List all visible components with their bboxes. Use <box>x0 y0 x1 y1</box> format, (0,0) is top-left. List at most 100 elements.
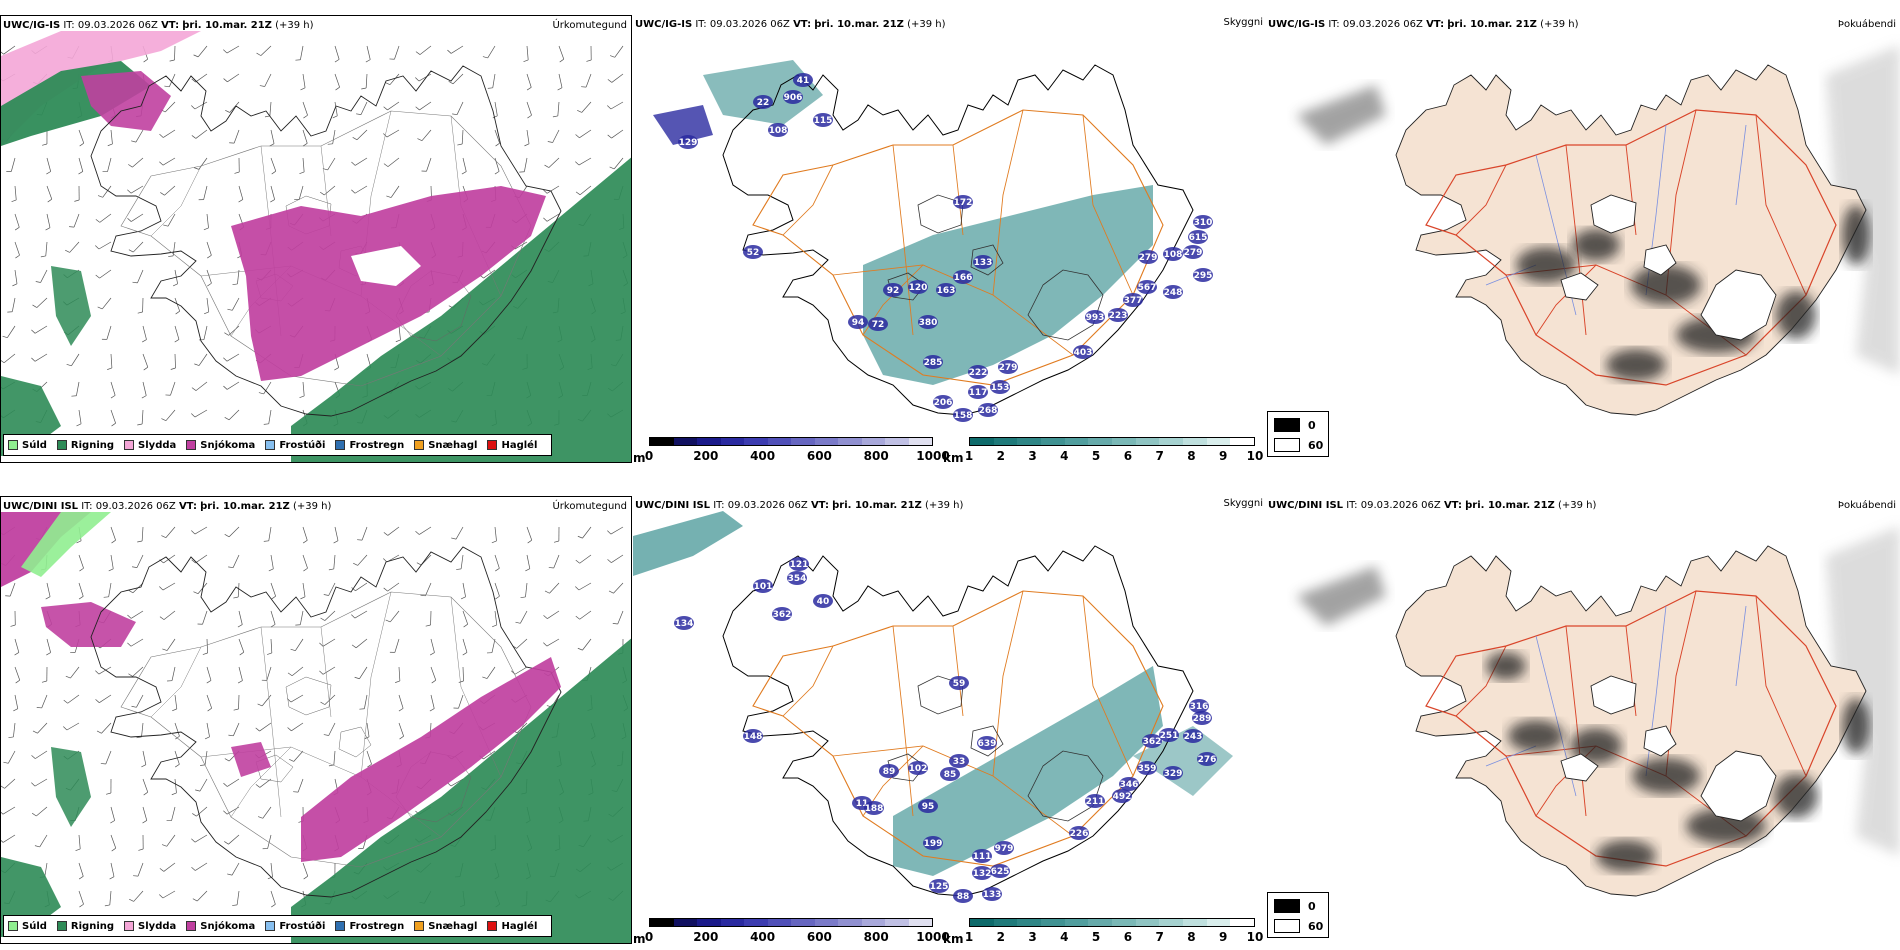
ceiling-label: 279 <box>1184 248 1203 258</box>
legend-swatch <box>265 921 276 931</box>
panel-title: UWC/DINI ISL IT: 09.03.2026 06Z VT: þri.… <box>1268 500 1597 511</box>
precip-map <box>1 31 631 462</box>
colorbar-segment <box>861 919 885 926</box>
colorbar-segment <box>1135 919 1160 926</box>
ceiling-label: 279 <box>1139 253 1158 263</box>
colorbar-segment <box>908 919 932 926</box>
ceiling-patch <box>968 385 988 399</box>
ceiling-label: 492 <box>1113 792 1132 802</box>
fog-blob <box>1572 229 1620 261</box>
colorbar-segment <box>720 919 744 926</box>
colorbar-segment <box>1159 438 1184 445</box>
ceiling-label: 362 <box>773 610 792 620</box>
ceiling-label: 52 <box>747 248 760 258</box>
fog-map <box>1296 45 1900 416</box>
ceiling-label: 223 <box>1109 311 1128 321</box>
ceiling-label: 403 <box>1074 348 1093 358</box>
ceiling-label: 89 <box>883 767 896 777</box>
ceiling-label: 121 <box>790 560 809 570</box>
ceiling-patch <box>1192 711 1212 725</box>
colorbar-segment <box>1088 438 1113 445</box>
colorbar-tick: 600 <box>806 930 832 944</box>
ceiling-patch <box>1163 766 1183 780</box>
colorbar-tick: 10 <box>1246 930 1264 944</box>
ceiling-patch <box>923 355 943 369</box>
ceiling-label: 111 <box>973 852 992 862</box>
ceiling-label: 243 <box>1184 732 1203 742</box>
ceiling-patch <box>1189 699 1209 713</box>
colorbar-tick: 3 <box>1028 930 1037 944</box>
ceiling-colorbar: m 0 200 400 600 800 1000 <box>633 916 950 944</box>
ceiling-label: 354 <box>788 574 807 584</box>
ceiling-patch <box>743 245 763 259</box>
colorbar-tick: 4 <box>1060 930 1069 944</box>
ceiling-patch <box>1163 285 1183 299</box>
ceiling-patch <box>953 889 973 903</box>
ceiling-patch <box>1069 826 1089 840</box>
fog-blob <box>1516 247 1576 283</box>
legend-swatch <box>335 921 346 931</box>
fog-legend-label: 60 <box>1308 438 1324 452</box>
colorbar-tick: 600 <box>806 449 832 463</box>
ceiling-label: 222 <box>969 368 988 378</box>
ceiling-patch <box>968 365 988 379</box>
ceiling-patch <box>1137 280 1157 294</box>
ceiling-patch <box>998 360 1018 374</box>
colorbar-segment <box>1064 919 1089 926</box>
colorbar-segment <box>1159 919 1184 926</box>
ceiling-label: 115 <box>814 116 833 126</box>
ceiling-label: 85 <box>944 770 957 780</box>
ceiling-label: 129 <box>679 138 698 148</box>
ceiling-patch <box>1137 761 1157 775</box>
ceiling-patch <box>868 317 888 331</box>
ceiling-label: 134 <box>675 619 694 629</box>
colorbar-tick: 2 <box>996 449 1005 463</box>
legend-item: Snjókoma <box>186 921 255 932</box>
ceiling-label: 329 <box>1164 769 1183 779</box>
ceiling-label: 377 <box>1124 296 1143 306</box>
ceiling-patch <box>848 315 868 329</box>
ceiling-label: 94 <box>852 318 865 328</box>
fog-blob <box>1631 265 1701 305</box>
colorbar-segment <box>1017 438 1042 445</box>
legend-swatch <box>8 921 18 931</box>
panel-title: UWC/IG-IS IT: 09.03.2026 06Z VT: þri. 10… <box>1268 19 1579 30</box>
ceiling-label: 11 <box>856 799 869 809</box>
ceiling-label: 359 <box>1138 764 1157 774</box>
ceiling-patch <box>1193 215 1213 229</box>
legend-swatch <box>56 440 67 450</box>
colorbar-segment <box>1206 438 1231 445</box>
fog-blob <box>1606 349 1666 381</box>
legend-item: Súld <box>8 440 47 451</box>
ceiling-label: 380 <box>919 318 938 328</box>
ceiling-patch <box>973 255 993 269</box>
ceiling-patch <box>953 270 973 284</box>
ceiling-patch <box>1183 729 1203 743</box>
ceiling-patch <box>908 761 928 775</box>
colorbar-segment <box>1135 438 1160 445</box>
colorbar-tick: 7 <box>1155 930 1164 944</box>
legend-swatch <box>265 440 276 450</box>
colorbar-tick: 1000 <box>916 930 950 944</box>
ceiling-label: 120 <box>909 283 928 293</box>
ceiling-label: 316 <box>1190 702 1209 712</box>
legend-item: Haglél <box>487 440 537 451</box>
colorbar-segment <box>673 438 697 445</box>
colorbar-tick: 800 <box>863 449 889 463</box>
precip-map <box>1 512 631 943</box>
colorbar-tick: 8 <box>1187 449 1196 463</box>
visibility-panel-row1: UWC/IG-IS IT: 09.03.2026 06Z VT: þri. 10… <box>633 15 1265 463</box>
ceiling-patch <box>908 280 928 294</box>
ceiling-label: 40 <box>817 597 830 607</box>
ceiling-label: 993 <box>1086 313 1105 323</box>
colorbar-segment <box>1206 919 1231 926</box>
fog-blob <box>1774 774 1818 818</box>
ceiling-label: 108 <box>769 126 788 136</box>
ceiling-patch <box>940 767 960 781</box>
ceiling-patch <box>1138 250 1158 264</box>
colorbar-segment <box>970 919 994 926</box>
fog-legend-label: 0 <box>1308 418 1316 432</box>
ceiling-patch <box>1188 230 1208 244</box>
colorbar-segment <box>1230 919 1255 926</box>
legend-item: Snjókoma <box>186 440 255 451</box>
